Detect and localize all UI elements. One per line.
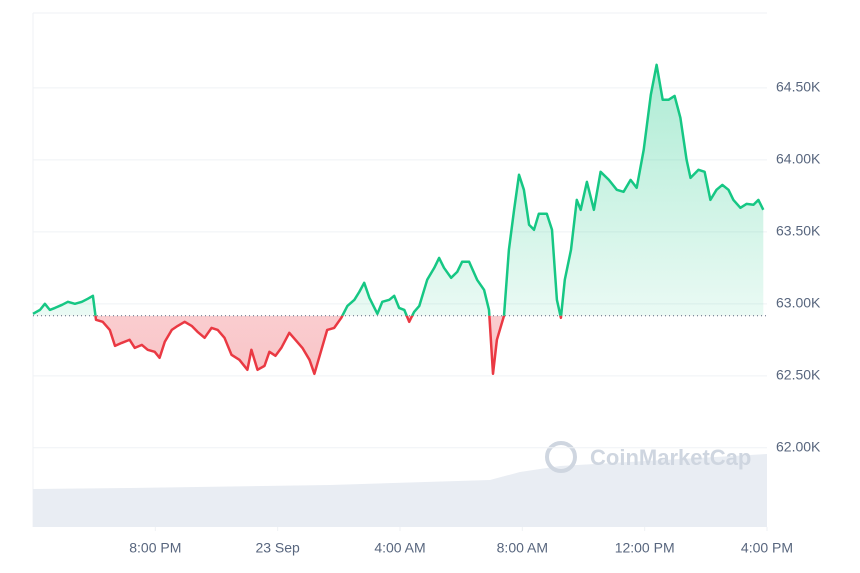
price-line-down: [94, 315, 563, 376]
volume-area: [33, 454, 767, 527]
y-tick-label: 64.00K: [776, 151, 821, 167]
x-tick-label: 23 Sep: [255, 540, 300, 556]
area-down: [33, 315, 764, 374]
x-tick-label: 12:00 PM: [615, 540, 675, 556]
y-tick-label: 62.00K: [776, 439, 821, 455]
labels: 62.00K 62.50K 63.00K 63.50K 64.00K 64.50K 8:00…: [129, 79, 821, 556]
plot: [32, 63, 767, 376]
y-tick-label: 62.50K: [776, 367, 821, 383]
x-tick-label: 8:00 PM: [129, 540, 181, 556]
watermark-text: CoinMarketCap: [590, 445, 751, 470]
area-up: [33, 64, 764, 316]
price-line-up: [32, 63, 765, 316]
x-tick-label: 8:00 AM: [497, 540, 548, 556]
watermark-logo: [545, 441, 577, 473]
watermark: CoinMarketCap: [545, 441, 751, 473]
x-tick-label: 4:00 AM: [374, 540, 425, 556]
y-tick-label: 63.00K: [776, 295, 821, 311]
x-tick-label: 4:00 PM: [741, 540, 793, 556]
y-tick-label: 63.50K: [776, 223, 821, 239]
y-tick-label: 64.50K: [776, 79, 821, 95]
